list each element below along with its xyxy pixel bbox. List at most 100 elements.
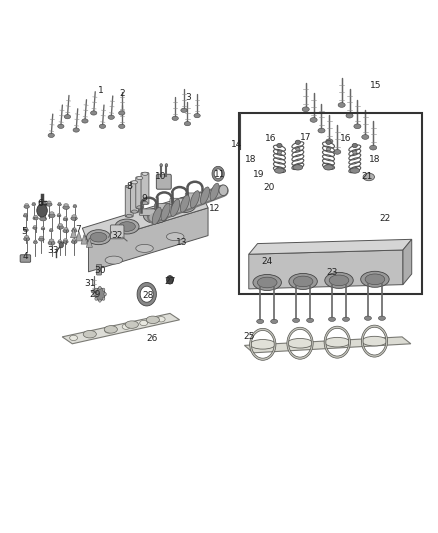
Ellipse shape (82, 119, 88, 123)
Ellipse shape (326, 139, 333, 143)
FancyBboxPatch shape (156, 174, 171, 189)
Text: 18: 18 (369, 156, 380, 164)
Ellipse shape (184, 122, 191, 126)
Polygon shape (82, 192, 208, 244)
Circle shape (99, 299, 101, 302)
FancyBboxPatch shape (131, 181, 138, 213)
Circle shape (59, 243, 64, 248)
Ellipse shape (49, 230, 53, 232)
Ellipse shape (57, 225, 64, 229)
Text: 32: 32 (112, 231, 123, 240)
Ellipse shape (346, 114, 353, 118)
Polygon shape (88, 208, 208, 272)
Ellipse shape (119, 124, 125, 128)
Ellipse shape (326, 140, 331, 144)
Ellipse shape (318, 128, 325, 133)
Ellipse shape (287, 338, 313, 348)
Ellipse shape (277, 151, 282, 154)
Ellipse shape (46, 203, 52, 206)
Text: 21: 21 (361, 173, 373, 181)
Polygon shape (81, 235, 87, 244)
Ellipse shape (48, 133, 54, 138)
Ellipse shape (275, 168, 284, 173)
Ellipse shape (58, 240, 61, 241)
Ellipse shape (152, 207, 161, 224)
Ellipse shape (63, 229, 69, 233)
Ellipse shape (165, 164, 168, 167)
Ellipse shape (86, 230, 110, 245)
Ellipse shape (47, 201, 51, 204)
Ellipse shape (72, 229, 77, 232)
Ellipse shape (354, 124, 361, 128)
FancyBboxPatch shape (96, 264, 102, 275)
Ellipse shape (161, 204, 170, 221)
Ellipse shape (126, 214, 132, 217)
Ellipse shape (210, 183, 219, 200)
Ellipse shape (176, 200, 192, 210)
Ellipse shape (131, 181, 138, 184)
Ellipse shape (24, 205, 29, 208)
Ellipse shape (180, 195, 189, 212)
Ellipse shape (219, 185, 228, 196)
Ellipse shape (71, 240, 77, 244)
Ellipse shape (360, 271, 389, 287)
Ellipse shape (119, 222, 135, 231)
Ellipse shape (160, 164, 162, 167)
Circle shape (95, 297, 98, 300)
Ellipse shape (277, 143, 282, 148)
Ellipse shape (140, 320, 148, 326)
Ellipse shape (71, 216, 77, 220)
FancyBboxPatch shape (185, 193, 205, 199)
Ellipse shape (33, 241, 37, 244)
Text: 19: 19 (253, 171, 264, 179)
Ellipse shape (146, 316, 159, 324)
Ellipse shape (362, 336, 387, 346)
Ellipse shape (105, 328, 113, 333)
Ellipse shape (334, 150, 341, 154)
Ellipse shape (172, 198, 196, 213)
Polygon shape (62, 313, 180, 344)
Ellipse shape (378, 316, 385, 320)
Circle shape (166, 276, 173, 284)
Ellipse shape (119, 111, 125, 115)
Polygon shape (403, 239, 412, 285)
Ellipse shape (194, 114, 200, 118)
Text: 14: 14 (231, 141, 242, 149)
Ellipse shape (253, 274, 281, 290)
Ellipse shape (338, 103, 345, 107)
Text: 16: 16 (340, 134, 352, 143)
Ellipse shape (257, 277, 277, 288)
Ellipse shape (352, 143, 357, 148)
Ellipse shape (137, 206, 143, 209)
Ellipse shape (24, 213, 27, 215)
Ellipse shape (126, 185, 132, 188)
Polygon shape (249, 239, 412, 254)
Ellipse shape (166, 232, 184, 241)
Circle shape (95, 288, 105, 301)
Ellipse shape (49, 214, 55, 217)
Ellipse shape (64, 204, 68, 206)
Ellipse shape (142, 201, 148, 205)
Ellipse shape (63, 205, 69, 209)
Text: 29: 29 (90, 290, 101, 298)
Text: 23: 23 (326, 269, 338, 277)
Ellipse shape (42, 227, 44, 228)
Ellipse shape (48, 241, 55, 245)
Ellipse shape (64, 239, 67, 241)
Ellipse shape (24, 237, 30, 241)
Ellipse shape (326, 148, 331, 151)
Circle shape (93, 293, 96, 296)
Ellipse shape (23, 214, 28, 217)
Text: 28: 28 (142, 292, 154, 300)
Text: 1: 1 (98, 86, 104, 95)
Ellipse shape (34, 215, 38, 217)
Ellipse shape (99, 124, 106, 128)
Text: 20: 20 (264, 183, 275, 192)
Ellipse shape (105, 256, 123, 264)
Circle shape (102, 297, 105, 300)
Ellipse shape (72, 215, 76, 217)
Ellipse shape (39, 217, 46, 221)
Text: 3: 3 (185, 93, 191, 101)
Ellipse shape (87, 332, 95, 337)
Ellipse shape (293, 318, 300, 322)
